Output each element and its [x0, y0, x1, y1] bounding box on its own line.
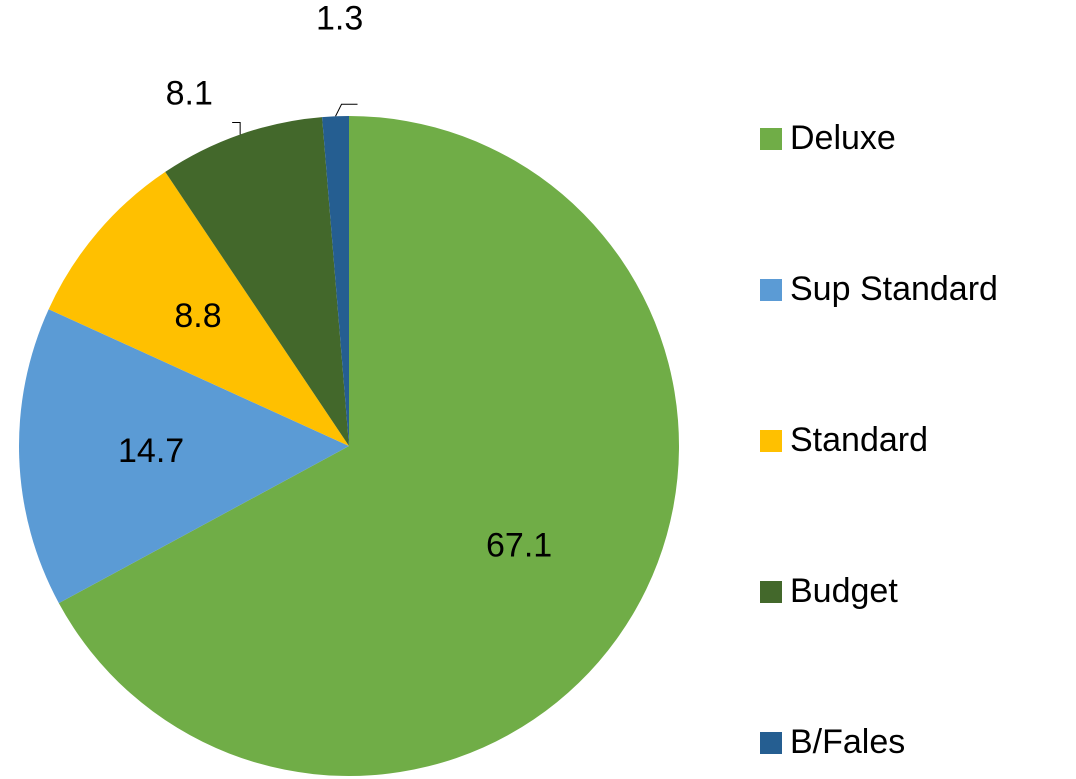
legend-swatch — [760, 581, 782, 603]
legend: Deluxe Sup Standard Standard Budget B/Fales — [760, 119, 998, 761]
legend-label: Deluxe — [790, 119, 896, 157]
pie-slice — [58, 116, 679, 777]
data-label: 14.7 — [118, 432, 184, 470]
legend-label: B/Fales — [790, 723, 905, 761]
legend-swatch — [760, 732, 782, 754]
legend-label: Budget — [790, 572, 898, 610]
data-label: 8.1 — [166, 74, 213, 112]
pie-slice — [165, 117, 349, 446]
data-label: 8.8 — [174, 297, 221, 335]
legend-label: Standard — [790, 421, 928, 459]
data-labels: 67.1 14.7 8.8 8.1 1.3 — [118, 0, 552, 564]
data-label: 1.3 — [316, 0, 363, 38]
leader-line — [232, 121, 241, 135]
pie-slice — [48, 171, 349, 446]
pie-slice — [18, 309, 349, 604]
legend-swatch — [760, 279, 782, 301]
data-label: 67.1 — [486, 526, 552, 564]
legend-label: Sup Standard — [790, 270, 998, 308]
legend-swatch — [760, 430, 782, 452]
pie — [18, 116, 679, 777]
pie-slice — [322, 116, 349, 446]
leader-line — [335, 103, 358, 117]
legend-swatch — [760, 128, 782, 150]
